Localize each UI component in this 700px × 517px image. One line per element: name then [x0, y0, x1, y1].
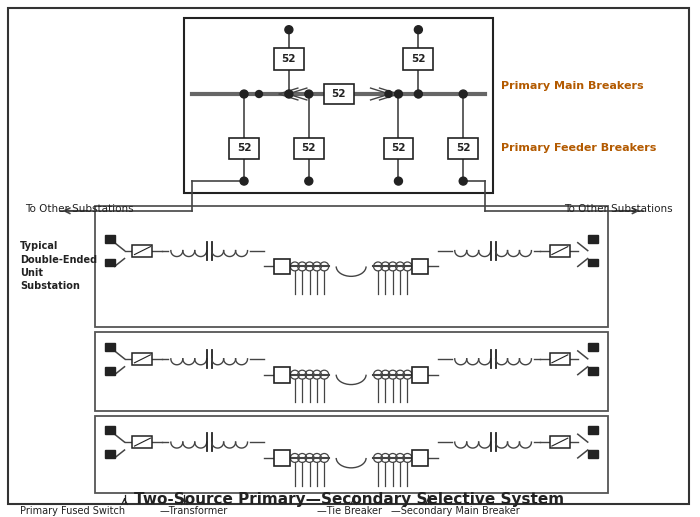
Bar [294, 138, 323, 159]
Bar [550, 245, 570, 256]
Text: Primary Main Breakers: Primary Main Breakers [501, 81, 644, 91]
Bar [94, 416, 608, 493]
Text: —Secondary Main Breaker: —Secondary Main Breaker [391, 506, 520, 515]
Bar [104, 258, 115, 266]
Bar [412, 258, 428, 275]
Bar [104, 450, 115, 458]
Bar [550, 436, 570, 448]
Text: Typical
Double-Ended
Unit
Substation: Typical Double-Ended Unit Substation [20, 241, 97, 291]
Bar [104, 367, 115, 375]
Bar [132, 353, 153, 365]
Bar [384, 138, 414, 159]
Bar [588, 343, 598, 351]
Bar [94, 331, 608, 410]
Circle shape [459, 177, 467, 185]
Circle shape [385, 90, 392, 98]
Bar [274, 367, 290, 383]
Text: 52: 52 [302, 143, 316, 154]
Bar [588, 258, 598, 266]
Text: 52: 52 [237, 143, 251, 154]
Bar [588, 235, 598, 242]
Bar [588, 367, 598, 375]
Text: 52: 52 [411, 54, 426, 64]
Bar [184, 18, 493, 193]
Text: —Tie Breaker: —Tie Breaker [317, 506, 382, 515]
Circle shape [395, 90, 402, 98]
Text: Primary Feeder Breakers: Primary Feeder Breakers [501, 143, 657, 154]
Circle shape [285, 26, 293, 34]
Bar [588, 450, 598, 458]
Bar [588, 427, 598, 434]
Circle shape [304, 90, 313, 98]
Bar [274, 48, 304, 70]
Bar [274, 258, 290, 275]
Bar [104, 427, 115, 434]
Text: Primary Fused Switch: Primary Fused Switch [20, 506, 125, 515]
Bar [323, 84, 354, 104]
Circle shape [240, 90, 248, 98]
Bar [94, 206, 608, 327]
Circle shape [414, 26, 422, 34]
Bar [448, 138, 478, 159]
Bar [412, 450, 428, 466]
Bar [132, 436, 153, 448]
Bar [412, 367, 428, 383]
Circle shape [395, 177, 402, 185]
Bar [104, 235, 115, 242]
Circle shape [304, 177, 313, 185]
Text: 52: 52 [281, 54, 296, 64]
Bar [403, 48, 433, 70]
Bar [229, 138, 259, 159]
Bar [274, 450, 290, 466]
Text: To Other Substations: To Other Substations [564, 204, 673, 214]
Circle shape [415, 90, 422, 98]
Text: 52: 52 [331, 89, 346, 99]
Bar [104, 343, 115, 351]
Circle shape [459, 90, 467, 98]
Text: 52: 52 [391, 143, 406, 154]
Circle shape [240, 177, 248, 185]
Text: —Transformer: —Transformer [160, 506, 228, 515]
Circle shape [256, 90, 262, 98]
Bar [132, 245, 153, 256]
Text: To Other Substations: To Other Substations [25, 204, 134, 214]
Text: 52: 52 [456, 143, 470, 154]
Circle shape [414, 90, 422, 98]
Circle shape [286, 90, 293, 98]
Bar [550, 353, 570, 365]
Circle shape [285, 90, 293, 98]
Text: Two-Source Primary—Secondary Selective System: Two-Source Primary—Secondary Selective S… [134, 492, 564, 507]
